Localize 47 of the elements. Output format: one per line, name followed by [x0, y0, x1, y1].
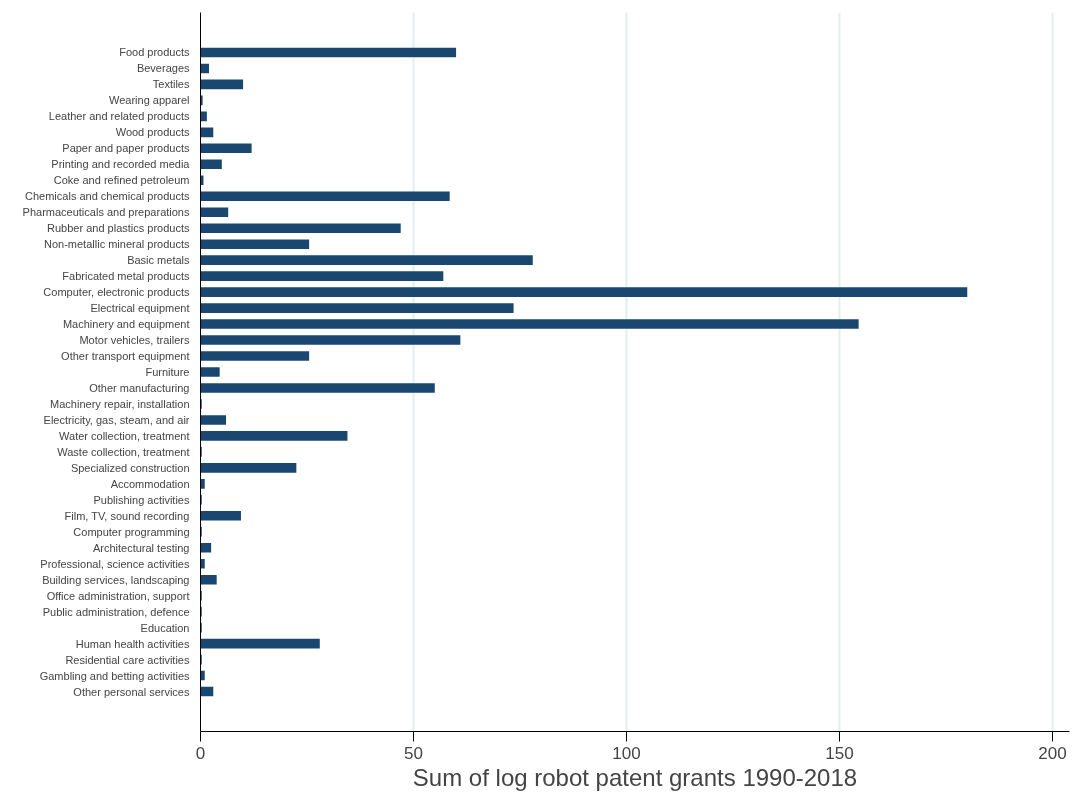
y-tick-label: Wood products: [115, 126, 190, 139]
x-axis-title: Sum of log robot patent grants 1990-2018: [412, 763, 858, 791]
y-tick-label: Chemicals and chemical products: [25, 190, 190, 203]
y-tick-label: Textiles: [152, 78, 190, 91]
y-tick-label: Wearing apparel: [108, 94, 190, 107]
y-tick-label: Furniture: [145, 366, 190, 378]
x-tick-label: 0: [195, 743, 206, 763]
y-tick-label: Publishing activities: [93, 493, 190, 506]
y-tick-label: Machinery and equipment: [62, 318, 190, 331]
y-tick-label: Basic metals: [127, 254, 190, 267]
y-tick-label: Building services, landscaping: [42, 573, 190, 586]
y-tick-label: Machinery repair, installation: [50, 397, 190, 410]
y-tick-label: Other manufacturing: [89, 381, 190, 394]
y-tick-label: Coke and refined petroleum: [53, 174, 190, 187]
y-tick-label: Professional, science activities: [40, 557, 190, 570]
y-tick-label: Beverages: [136, 62, 190, 75]
y-tick-label: Electrical equipment: [90, 302, 190, 315]
y-tick-label: Specialized construction: [70, 461, 190, 474]
y-tick-label: Motor vehicles, trailers: [79, 334, 190, 347]
y-tick-label: Waste collection, treatment: [57, 445, 190, 458]
y-tick-label: Fabricated metal products: [62, 270, 190, 283]
y-tick-label: Education: [140, 621, 190, 634]
y-tick-label: Pharmaceuticals and preparations: [22, 206, 190, 219]
y-tick-label: Other transport equipment: [61, 350, 190, 363]
x-tick-label: 50: [404, 743, 423, 763]
y-tick-label: Office administration, support: [46, 589, 190, 602]
y-tick-label: Public administration, defence: [42, 605, 190, 618]
x-tick-label: 150: [825, 743, 854, 763]
y-tick-label: Other personal services: [73, 685, 190, 698]
y-tick-label: Electricity, gas, steam, and air: [43, 413, 190, 426]
y-tick-label: Food products: [119, 46, 190, 59]
y-tick-label: Computer, electronic products: [43, 286, 190, 299]
y-tick-label: Accommodation: [110, 477, 190, 490]
y-tick-label: Paper and paper products: [62, 142, 190, 155]
x-tick-label: 200: [1038, 743, 1067, 763]
y-tick-label: Human health activities: [75, 637, 190, 650]
y-tick-label: Leather and related products: [48, 110, 190, 123]
y-tick-label: Gambling and betting activities: [39, 669, 190, 682]
y-tick-label: Water collection, treatment: [59, 429, 190, 442]
y-tick-label: Printing and recorded media: [51, 158, 191, 171]
x-tick-label: 100: [612, 743, 641, 763]
y-tick-label: Rubber and plastics products: [47, 222, 190, 235]
y-tick-label: Residential care activities: [65, 653, 190, 666]
y-tick-label: Non-metallic mineral products: [44, 238, 190, 251]
y-tick-label: Film, TV, sound recording: [64, 509, 190, 522]
y-tick-label: Architectural testing: [92, 541, 190, 554]
y-tick-label: Computer programming: [73, 525, 190, 538]
